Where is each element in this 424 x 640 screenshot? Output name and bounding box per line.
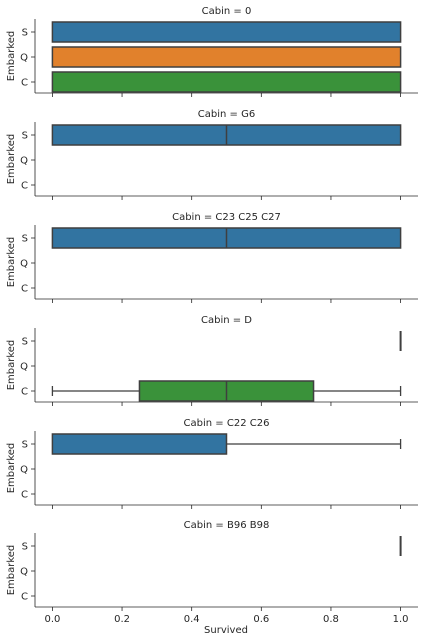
y-tick-label: Q [20, 156, 28, 167]
y-axis-label: Embarked [6, 134, 17, 185]
box-body [51, 21, 402, 43]
y-tick-label: C [21, 181, 28, 192]
x-tick-label: 0.0 [44, 614, 60, 625]
y-tick-label: Q [20, 259, 28, 270]
box-body [51, 71, 402, 93]
facet-title: Cabin = C22 C26 [184, 418, 270, 429]
y-tick-label: S [22, 440, 28, 451]
y-tick-label: S [22, 234, 28, 245]
x-axis-label: Survived [204, 625, 248, 636]
x-tick-label: 0.2 [114, 614, 130, 625]
box-body [51, 433, 228, 455]
y-tick-label: S [22, 542, 28, 553]
y-axis-label: Embarked [6, 237, 17, 288]
y-axis-label: Embarked [6, 340, 17, 391]
facet-title: Cabin = D [201, 315, 252, 326]
facet-title: Cabin = B96 B98 [184, 520, 270, 531]
y-tick-label: S [22, 131, 28, 142]
y-tick-label: Q [20, 465, 28, 476]
y-tick-label: C [21, 284, 28, 295]
y-axis-label: Embarked [6, 545, 17, 596]
facet-title: Cabin = 0 [202, 6, 252, 17]
y-tick-label: C [21, 387, 28, 398]
facet-title: Cabin = C23 C25 C27 [172, 212, 281, 223]
y-tick-label: C [21, 490, 28, 501]
x-tick-label: 0.8 [323, 614, 339, 625]
y-tick-label: C [21, 78, 28, 89]
y-tick-label: Q [20, 53, 28, 64]
y-tick-label: Q [20, 362, 28, 373]
y-axis-label: Embarked [6, 443, 17, 494]
y-tick-label: S [22, 28, 28, 39]
facet-title: Cabin = G6 [198, 109, 255, 120]
x-tick-label: 1.0 [393, 614, 409, 625]
y-axis-label: Embarked [6, 31, 17, 82]
y-tick-label: Q [20, 567, 28, 578]
x-tick-label: 0.6 [253, 614, 269, 625]
box-body [51, 46, 402, 68]
y-tick-label: C [21, 592, 28, 603]
x-tick-label: 0.4 [184, 614, 200, 625]
y-tick-label: S [22, 337, 28, 348]
